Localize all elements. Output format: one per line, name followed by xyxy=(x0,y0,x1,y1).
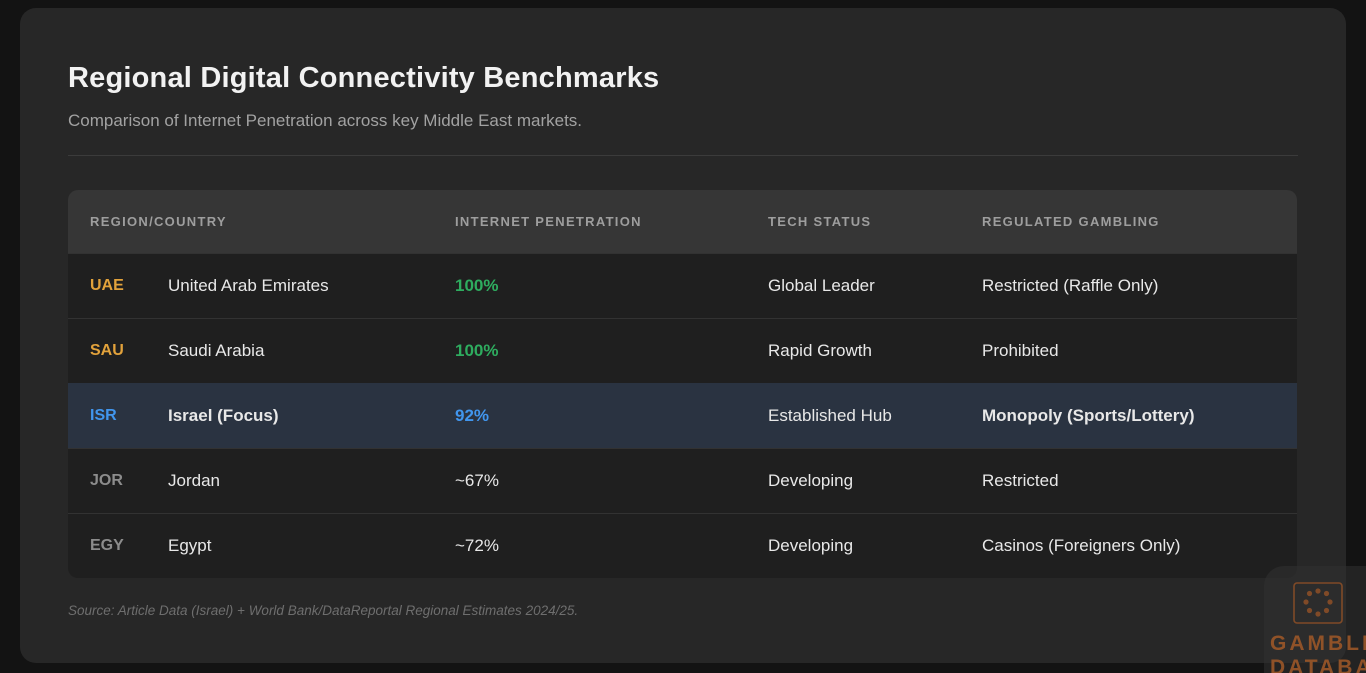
header-divider xyxy=(68,155,1298,156)
penetration-value: ~72% xyxy=(455,536,499,555)
country-name: Israel (Focus) xyxy=(168,406,279,425)
column-header-internet-penetration: INTERNET PENETRATION xyxy=(455,214,642,229)
country-code-badge: EGY xyxy=(90,537,124,554)
country-code-badge: JOR xyxy=(90,472,123,489)
tech-status-value: Developing xyxy=(768,471,854,490)
table-header-row: REGION/COUNTRY INTERNET PENETRATION TECH… xyxy=(68,190,1297,253)
column-header-region-country: REGION/COUNTRY xyxy=(90,214,227,229)
regulated-gambling-value: Monopoly (Sports/Lottery) xyxy=(982,406,1195,425)
page-subtitle: Comparison of Internet Penetration acros… xyxy=(68,111,583,130)
tech-status-value: Global Leader xyxy=(768,276,875,295)
tech-status-value: Rapid Growth xyxy=(768,341,872,360)
country-code-badge: ISR xyxy=(90,407,117,424)
penetration-value: 92% xyxy=(455,406,490,425)
country-name: Saudi Arabia xyxy=(168,341,265,360)
penetration-value: ~67% xyxy=(455,471,499,490)
penetration-value: 100% xyxy=(455,276,499,295)
table-row-jor: JOR Jordan ~67% Developing Restricted xyxy=(68,448,1297,513)
regulated-gambling-value: Casinos (Foreigners Only) xyxy=(982,536,1181,555)
table-row-egy: EGY Egypt ~72% Developing Casinos (Forei… xyxy=(68,513,1297,578)
regulated-gambling-value: Prohibited xyxy=(982,341,1059,360)
column-header-tech-status: TECH STATUS xyxy=(768,214,872,229)
page-title: Regional Digital Connectivity Benchmarks xyxy=(68,62,660,94)
country-name: United Arab Emirates xyxy=(168,276,329,295)
source-note: Source: Article Data (Israel) + World Ba… xyxy=(68,603,579,618)
table-row-sau: SAU Saudi Arabia 100% Rapid Growth Prohi… xyxy=(68,318,1297,383)
tech-status-value: Established Hub xyxy=(768,406,892,425)
country-name: Egypt xyxy=(168,536,212,555)
regulated-gambling-value: Restricted xyxy=(982,471,1059,490)
regulated-gambling-value: Restricted (Raffle Only) xyxy=(982,276,1159,295)
country-code-badge: UAE xyxy=(90,277,124,294)
benchmarks-card: Regional Digital Connectivity Benchmarks… xyxy=(20,8,1346,663)
column-header-regulated-gambling: REGULATED GAMBLING xyxy=(982,214,1160,229)
table-row-isr-highlighted: ISR Israel (Focus) 92% Established Hub M… xyxy=(68,383,1297,448)
tech-status-value: Developing xyxy=(768,536,854,555)
country-code-badge: SAU xyxy=(90,342,124,359)
country-name: Jordan xyxy=(168,471,220,490)
penetration-value: 100% xyxy=(455,341,499,360)
table-row-uae: UAE United Arab Emirates 100% Global Lea… xyxy=(68,253,1297,318)
benchmarks-table: REGION/COUNTRY INTERNET PENETRATION TECH… xyxy=(68,190,1297,578)
